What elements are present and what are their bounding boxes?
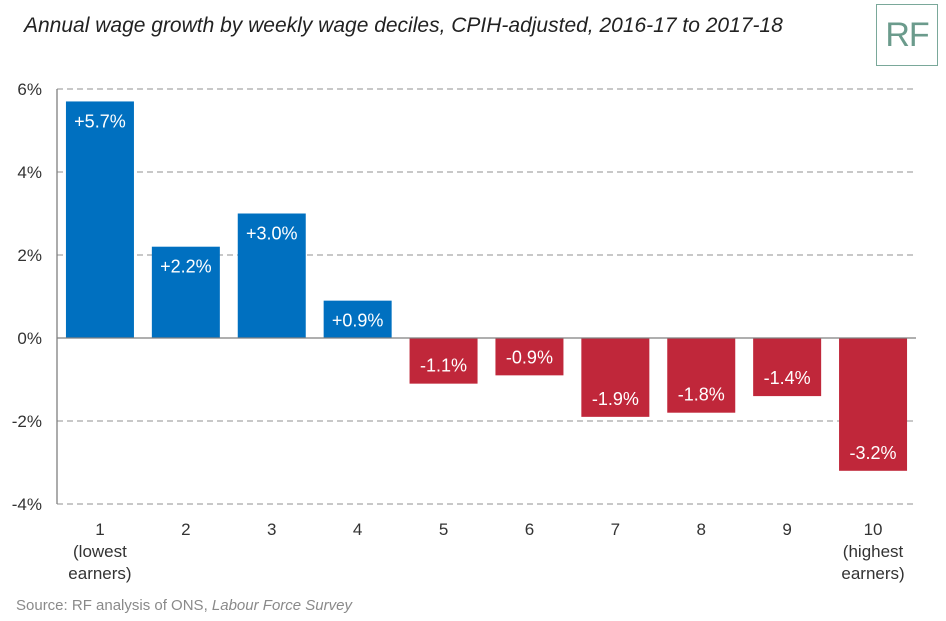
x-tick-label: earners) bbox=[841, 564, 904, 583]
rf-logo: RF bbox=[876, 4, 938, 66]
data-label: -1.1% bbox=[420, 356, 467, 376]
bar-decile-5 bbox=[409, 338, 478, 384]
x-tick-label: (lowest bbox=[73, 542, 127, 561]
chart-title: Annual wage growth by weekly wage decile… bbox=[24, 14, 783, 37]
data-label: -0.9% bbox=[506, 347, 553, 367]
x-tick-label: 6 bbox=[525, 520, 534, 539]
x-tick-label: earners) bbox=[68, 564, 131, 583]
bar-decile-7 bbox=[581, 338, 650, 417]
bar-decile-10 bbox=[839, 338, 908, 471]
data-label: -1.4% bbox=[764, 368, 811, 388]
x-tick-label: 1 bbox=[95, 520, 104, 539]
source-prefix: Source: RF analysis of ONS, bbox=[16, 597, 212, 614]
source-note: Source: RF analysis of ONS, Labour Force… bbox=[16, 597, 352, 614]
x-tick-label: (highest bbox=[843, 542, 904, 561]
x-tick-label: 8 bbox=[697, 520, 706, 539]
x-tick-label: 9 bbox=[782, 520, 791, 539]
y-tick-label: 2% bbox=[17, 246, 42, 265]
x-tick-label: 10 bbox=[864, 520, 883, 539]
y-tick-label: -2% bbox=[12, 412, 42, 431]
x-tick-label: 5 bbox=[439, 520, 448, 539]
x-tick-label: 7 bbox=[611, 520, 620, 539]
bar-decile-8 bbox=[667, 338, 736, 413]
y-tick-label: 0% bbox=[17, 329, 42, 348]
data-label: -1.9% bbox=[592, 389, 639, 409]
data-label: +3.0% bbox=[246, 224, 298, 244]
data-label: +0.9% bbox=[332, 311, 384, 331]
y-tick-label: -4% bbox=[12, 495, 42, 514]
source-italic: Labour Force Survey bbox=[211, 597, 352, 614]
y-tick-label: 4% bbox=[17, 163, 42, 182]
data-label: +5.7% bbox=[74, 111, 126, 131]
data-label: -3.2% bbox=[850, 443, 897, 463]
bar-decile-3 bbox=[237, 213, 306, 338]
data-label: -1.8% bbox=[678, 385, 725, 405]
bar-decile-4 bbox=[323, 300, 392, 338]
bar-decile-1 bbox=[65, 101, 134, 338]
x-tick-label: 2 bbox=[181, 520, 190, 539]
bar-decile-2 bbox=[151, 246, 220, 338]
data-label: +2.2% bbox=[160, 257, 212, 277]
x-tick-label: 3 bbox=[267, 520, 276, 539]
x-tick-label: 4 bbox=[353, 520, 362, 539]
bar-decile-6 bbox=[495, 338, 564, 376]
bar-decile-9 bbox=[753, 338, 822, 397]
y-tick-label: 6% bbox=[17, 80, 42, 99]
